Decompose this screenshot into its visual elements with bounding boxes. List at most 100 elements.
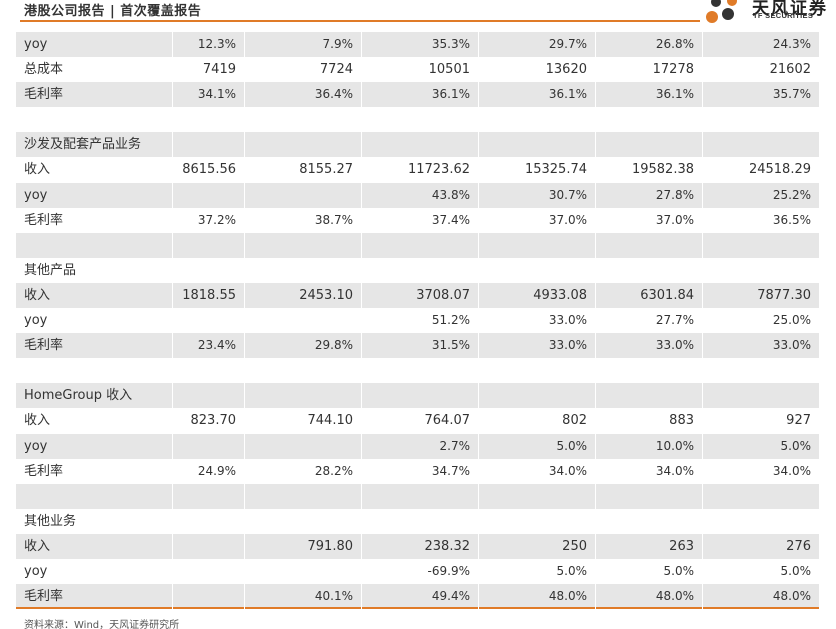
row-label: 其他产品: [24, 262, 77, 278]
column-separator: [172, 383, 173, 409]
table-cell: [361, 107, 478, 132]
column-separator: [702, 533, 703, 559]
column-separator: [595, 182, 596, 208]
table-cell: [172, 484, 244, 509]
table-cell: 36.1%: [431, 87, 470, 102]
column-separator: [361, 132, 362, 158]
column-separator: [172, 333, 173, 359]
column-separator: [478, 533, 479, 559]
table-cell: 38.7%: [314, 212, 353, 227]
column-separator: [244, 483, 245, 509]
table-cell: 791.80: [307, 538, 354, 554]
table-cell: 34.1%: [197, 87, 236, 102]
table-row: 收入 823.70 744.10 764.07 802 883 927: [16, 408, 819, 433]
column-separator: [478, 132, 479, 158]
table-cell: 37.4%: [431, 212, 470, 227]
column-separator: [595, 584, 596, 610]
table-cell: 263: [669, 538, 694, 554]
table-row: [16, 107, 819, 132]
table-cell: [702, 258, 819, 283]
column-separator: [595, 533, 596, 559]
table-cell: [244, 383, 361, 408]
table-cell: 28.2%: [314, 463, 353, 478]
table-cell: [244, 434, 361, 459]
column-separator: [595, 82, 596, 108]
column-separator: [172, 82, 173, 108]
table-row: 总成本 7419 7724 10501 13620 17278 21602: [16, 57, 819, 82]
table-cell: 5.0%: [780, 438, 812, 453]
table-cell: [172, 434, 244, 459]
column-separator: [172, 433, 173, 459]
column-separator: [702, 483, 703, 509]
table-row: 收入 8615.56 8155.27 11723.62 15325.74 19582.38…: [16, 157, 819, 182]
table-cell: [244, 258, 361, 283]
source-note: 资料来源：Wind，天风证券研究所: [24, 620, 180, 629]
table-cell: [478, 484, 595, 509]
column-separator: [244, 333, 245, 359]
table-cell: 744.10: [307, 413, 354, 429]
table-cell: 10501: [428, 62, 470, 78]
table-cell: [244, 183, 361, 208]
table-row: 毛利率 23.4% 29.8% 31.5% 33.0% 33.0% 33.0%: [16, 333, 819, 359]
table-cell: 37.0%: [548, 212, 587, 227]
table-cell: 5.0%: [556, 438, 588, 453]
table-cell: [702, 383, 819, 408]
table-cell: 7.9%: [322, 37, 354, 51]
column-separator: [244, 433, 245, 459]
table-cell: 25.0%: [772, 313, 811, 328]
table-cell: 7419: [202, 62, 236, 78]
table-cell: 11723.62: [407, 162, 470, 178]
table-row: 毛利率 34.1% 36.4% 36.1% 36.1% 36.1% 35.7%: [16, 82, 819, 108]
column-separator: [702, 232, 703, 258]
table-cell: 24518.29: [748, 162, 811, 178]
column-separator: [172, 533, 173, 559]
table-cell: [172, 107, 244, 132]
table-cell: [361, 233, 478, 258]
table-cell: 276: [786, 538, 811, 554]
column-separator: [244, 584, 245, 610]
row-label: yoy: [24, 313, 48, 329]
table-cell: 37.2%: [197, 212, 236, 227]
column-separator: [172, 182, 173, 208]
table-cell: [478, 233, 595, 258]
column-separator: [595, 333, 596, 359]
row-label: yoy: [24, 438, 48, 454]
column-separator: [172, 584, 173, 610]
table-cell: [595, 233, 702, 258]
table-cell: 17278: [652, 62, 694, 78]
table-cell: 33.0%: [548, 313, 587, 328]
table-cell: 29.7%: [548, 37, 587, 51]
table-cell: [244, 132, 361, 157]
table-cell: 5.0%: [663, 563, 695, 578]
table-row: 毛利率 37.2% 38.7% 37.4% 37.0% 37.0% 36.5%: [16, 208, 819, 233]
table-cell: 802: [562, 413, 587, 429]
table-cell: 34.7%: [431, 463, 470, 478]
table-cell: 1818.55: [182, 287, 236, 303]
table-cell: [172, 258, 244, 283]
table-cell: [244, 308, 361, 333]
column-separator: [244, 132, 245, 158]
column-separator: [595, 132, 596, 158]
table-cell: 36.5%: [772, 212, 811, 227]
table-row: 其他产品: [16, 258, 819, 283]
column-separator: [702, 584, 703, 610]
column-separator: [478, 584, 479, 610]
row-label: 毛利率: [24, 589, 64, 605]
table-cell: [361, 509, 478, 534]
logo-mark-icon: [706, 0, 737, 23]
row-label: 收入: [24, 162, 51, 178]
table-cell: [595, 358, 702, 383]
table-cell: 48.0%: [655, 589, 694, 604]
table-cell: 33.0%: [772, 338, 811, 353]
table-cell: [478, 258, 595, 283]
column-separator: [595, 32, 596, 58]
column-separator: [361, 32, 362, 58]
column-separator: [361, 232, 362, 258]
table-cell: [244, 559, 361, 584]
table-row: yoy 2.7% 5.0% 10.0% 5.0%: [16, 433, 819, 459]
table-row: yoy -69.9% 5.0% 5.0% 5.0%: [16, 559, 819, 584]
table-cell: [478, 509, 595, 534]
table-cell: [702, 132, 819, 157]
table-row: 收入 791.80 238.32 250 263 276: [16, 533, 819, 559]
table-cell: [595, 383, 702, 408]
